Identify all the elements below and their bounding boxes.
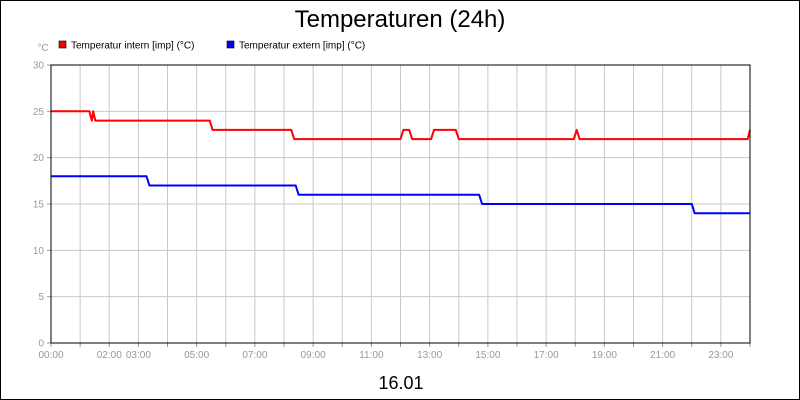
- y-axis-unit-label: °C: [37, 43, 48, 54]
- legend-swatch: [58, 40, 67, 49]
- y-tick-label: 20: [33, 153, 45, 164]
- x-tick-label: 11:00: [359, 350, 384, 361]
- series-line: [51, 110, 751, 141]
- x-tick-label: 00:00: [38, 350, 63, 361]
- series-group: [51, 110, 751, 215]
- x-tick-label: 09:00: [301, 350, 326, 361]
- x-tick-label: 17:00: [534, 350, 559, 361]
- plot-area-border: [50, 64, 751, 344]
- series-line: [51, 175, 750, 215]
- x-tick-label: 13:00: [417, 350, 442, 361]
- x-axis-ticks: 00:00 02:00 03:00 05:00 07:00 09:00 11:00 13:00…: [38, 343, 751, 361]
- y-tick-label: 25: [33, 107, 45, 118]
- y-tick-label: 10: [33, 246, 45, 257]
- x-tick-label: 07:00: [242, 350, 267, 361]
- x-axis-label: 16.01: [378, 373, 423, 393]
- legend-entry-label: Temperatur extern [imp] (°C): [239, 41, 365, 52]
- legend-swatch: [226, 40, 235, 49]
- chart-title: Temperaturen (24h): [295, 6, 506, 33]
- legend: Temperatur intern [imp] (°C) Temperatur e…: [58, 40, 365, 52]
- legend-entry-label: Temperatur intern [imp] (°C): [71, 41, 194, 52]
- x-tick-label: 15:00: [475, 350, 500, 361]
- x-tick-label: 23:00: [708, 350, 733, 361]
- y-tick-label: 5: [38, 292, 44, 303]
- x-tick-label: 21:00: [650, 350, 675, 361]
- x-tick-label: 19:00: [592, 350, 617, 361]
- y-tick-label: 0: [38, 339, 44, 350]
- y-tick-label: 15: [33, 200, 45, 211]
- y-tick-label: 30: [33, 61, 45, 72]
- y-axis-ticks: 0 5 10 15 20 25 30: [33, 61, 51, 350]
- x-tick-label: 02:00: [97, 350, 122, 361]
- x-tick-label: 05:00: [184, 350, 209, 361]
- x-tick-label: 03:00: [126, 350, 151, 361]
